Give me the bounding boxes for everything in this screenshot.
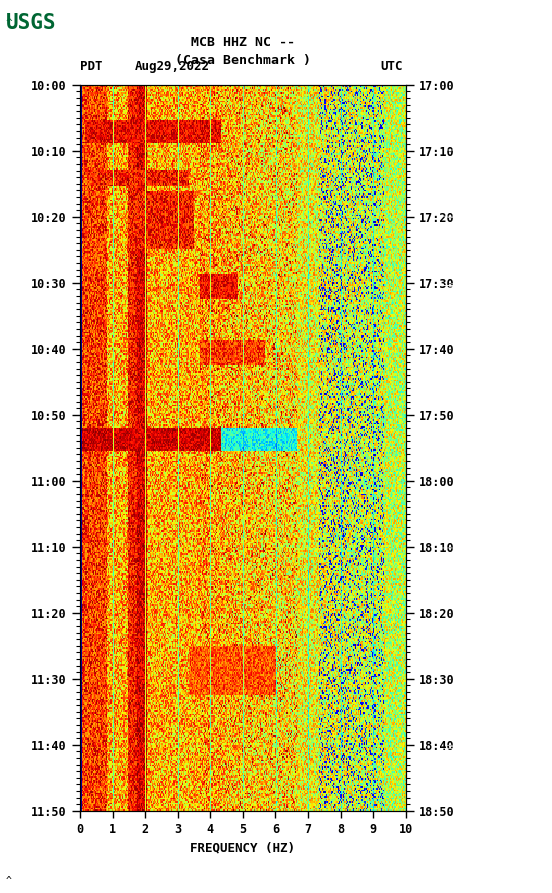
Text: UTC: UTC: [380, 61, 403, 73]
Text: USGS: USGS: [6, 13, 56, 33]
Text: Aug29,2022: Aug29,2022: [135, 61, 210, 73]
X-axis label: FREQUENCY (HZ): FREQUENCY (HZ): [190, 841, 295, 855]
Text: (Casa Benchmark ): (Casa Benchmark ): [175, 54, 311, 67]
Text: MCB HHZ NC --: MCB HHZ NC --: [191, 37, 295, 49]
Text: PDT: PDT: [80, 61, 103, 73]
Text: ^: ^: [6, 876, 12, 886]
Text: ^: ^: [6, 18, 12, 39]
